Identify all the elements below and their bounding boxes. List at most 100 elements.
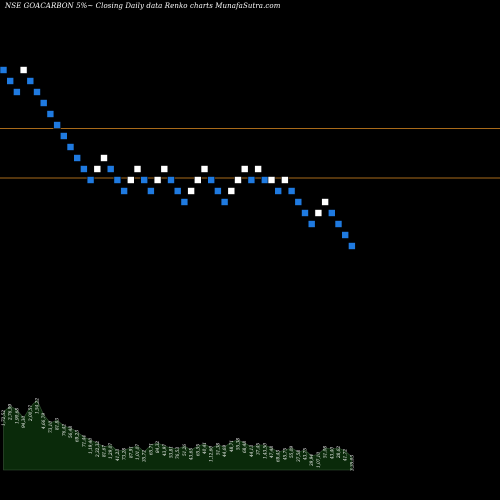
volume-label: 65,55 xyxy=(195,444,200,456)
renko-brick-down xyxy=(167,176,175,184)
renko-brick-down xyxy=(33,88,41,96)
volume-label: 76,53 xyxy=(175,447,180,459)
volume-label: 55,38 xyxy=(236,438,241,450)
volume-label: 2,76,99 xyxy=(8,404,13,421)
volume-label: 28,62 xyxy=(336,446,341,459)
volume-labels: 1,72,52 2,76,99 1,90,68 94,302,00,57 1,54,22… xyxy=(1,398,354,471)
volume-label: 1,12,60 xyxy=(209,446,214,462)
volume-label: 3,35,03 xyxy=(349,455,354,471)
volume-label: 43,97 xyxy=(162,444,167,457)
volume-label: 56,48 xyxy=(68,426,73,438)
renko-brick-up xyxy=(100,154,108,162)
volume-label: 73,28 xyxy=(122,448,127,460)
renko-brick-up xyxy=(19,66,28,74)
renko-brick-down xyxy=(53,121,61,129)
renko-brick-down xyxy=(120,187,128,195)
renko-brick-down xyxy=(301,209,309,217)
renko-brick-down xyxy=(294,198,303,206)
volume-area xyxy=(3,399,353,471)
renko-brick-up xyxy=(267,176,276,184)
volume-label: 48,71 xyxy=(229,440,234,453)
renko-brick-up xyxy=(133,165,142,173)
volume-label: 1,54,22 xyxy=(35,398,40,414)
renko-brick-down xyxy=(307,220,316,228)
volume-label: 73,10 xyxy=(48,421,53,433)
renko-brick-down xyxy=(334,220,343,228)
volume-label: 1,43,50 xyxy=(262,443,267,459)
volume-label: 81,67 xyxy=(102,445,107,457)
renko-brick-down xyxy=(46,110,55,118)
volume-label: 43,65 xyxy=(189,448,194,461)
volume-label: 1,90,68 xyxy=(14,408,19,424)
renko-brick-down xyxy=(13,88,21,96)
renko-brick-down xyxy=(214,187,222,195)
renko-brick-down xyxy=(348,242,356,250)
renko-brick-down xyxy=(73,154,81,162)
renko-brick-up xyxy=(194,176,202,184)
renko-brick-up xyxy=(314,209,323,217)
renko-brick-down xyxy=(207,176,215,184)
renko-brick-up xyxy=(187,187,195,195)
renko-brick-up xyxy=(93,165,102,173)
volume-label: 51,08 xyxy=(323,446,328,458)
volume-label: 37,58 xyxy=(296,450,301,462)
volume-label: 53,81 xyxy=(169,446,174,458)
volume-label: 1,07,10 xyxy=(316,452,321,468)
renko-brick-down xyxy=(327,209,336,217)
renko-brick-down xyxy=(26,77,35,85)
renko-brick-down xyxy=(260,176,269,184)
renko-brick-up xyxy=(200,165,209,173)
volume-label: 40,41 xyxy=(202,442,207,455)
renko-brick-up xyxy=(160,165,169,173)
renko-brick-down xyxy=(147,187,155,195)
renko-brick-down xyxy=(6,77,14,85)
volume-label: 71,44 xyxy=(81,435,86,447)
renko-brick-down xyxy=(247,176,256,184)
renko-brick-up xyxy=(234,176,242,184)
volume-label: 43,40 xyxy=(329,447,334,460)
volume-label: 39,94 xyxy=(309,454,314,466)
volume-label: 55,09 xyxy=(289,446,294,458)
renko-brick-down xyxy=(173,187,182,195)
volume-label: 41,23 xyxy=(115,449,120,462)
volume-label: 69,23 xyxy=(75,430,80,442)
renko-brick-up xyxy=(240,165,249,173)
volume-label: 37,45 xyxy=(256,443,261,455)
renko-brick-down xyxy=(106,165,115,173)
reference-lines xyxy=(0,128,500,179)
renko-brick-down xyxy=(80,165,88,173)
volume-label: 1,72,52 xyxy=(1,410,6,426)
volume-label: 69,43 xyxy=(276,450,281,462)
volume-area-path xyxy=(3,399,353,471)
volume-label: 44,69 xyxy=(222,445,227,458)
renko-brick-up xyxy=(254,165,262,173)
renko-brick-down xyxy=(140,176,148,184)
volume-label: 1,19,40 xyxy=(88,438,93,454)
renko-brick-down xyxy=(341,231,350,239)
renko-brick-down xyxy=(220,198,229,206)
renko-brick-down xyxy=(180,198,189,206)
renko-brick-down xyxy=(86,176,95,184)
renko-brick-up xyxy=(127,176,135,184)
renko-brick-down xyxy=(39,99,48,107)
volume-label: 45,75 xyxy=(282,448,287,461)
volume-label: 44,13 xyxy=(249,445,254,458)
renko-brick-down xyxy=(66,143,75,151)
volume-label: 84,32 xyxy=(155,441,160,453)
renko-brick-down xyxy=(59,132,68,140)
volume-label: 65,71 xyxy=(148,443,153,455)
volume-label: 51,26 xyxy=(182,444,187,456)
volume-label: 1,29,07 xyxy=(108,443,113,459)
volume-label: 94,30 xyxy=(21,416,26,428)
renko-brick-down xyxy=(287,187,296,195)
renko-brick-down xyxy=(0,66,8,74)
chart-title: NSE GOACARBON 5%~ Closing Daily data Ren… xyxy=(5,2,281,10)
renko-bricks xyxy=(0,66,356,250)
volume-label: 68,48 xyxy=(242,441,247,453)
volume-label: 81,83 xyxy=(55,418,60,430)
renko-brick-down xyxy=(113,176,122,184)
volume-label: 41,72 xyxy=(343,449,348,462)
volume-label: 35,72 xyxy=(142,450,147,462)
